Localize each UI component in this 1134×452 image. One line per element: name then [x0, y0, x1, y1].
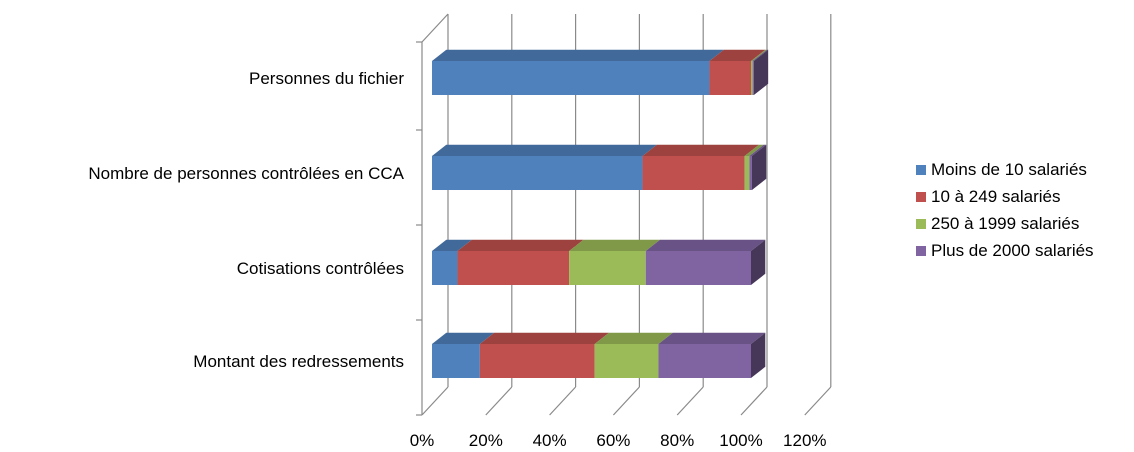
- bar-segment: [479, 344, 595, 378]
- category-label: Cotisations contrôlées: [237, 259, 404, 278]
- bar-segment: [432, 344, 480, 378]
- floor-gridline: [740, 386, 768, 416]
- category-label: Nombre de personnes contrôlées en CCA: [88, 164, 404, 183]
- bar-segment: [751, 61, 753, 95]
- legend-swatch: [916, 164, 926, 175]
- legend-swatch: [916, 218, 926, 229]
- bar-segment-top: [751, 49, 767, 61]
- floor-gridline: [804, 386, 832, 416]
- bar-segment-top: [749, 144, 767, 156]
- bar-segment: [658, 344, 751, 378]
- legend-label: Moins de 10 salariés: [931, 159, 1087, 179]
- bar-segment: [432, 251, 458, 285]
- bar-segment-top: [479, 332, 609, 344]
- category-labels: Personnes du fichier Nombre de personnes …: [88, 69, 404, 371]
- legend-item: 10 à 249 salariés: [916, 183, 1094, 210]
- bar-segment-top: [642, 144, 759, 156]
- legend-item: 250 à 1999 salariés: [916, 210, 1094, 237]
- x-tick-label: 120%: [783, 431, 826, 450]
- bar-segment-top: [594, 332, 673, 344]
- legend-label: 10 à 249 salariés: [931, 186, 1061, 206]
- legend-label: Plus de 2000 salariés: [931, 240, 1094, 260]
- bar-segment: [744, 156, 750, 190]
- x-tick-labels: 0% 20% 40% 60% 80% 100% 120%: [410, 431, 827, 450]
- x-tick-label: 40%: [533, 431, 567, 450]
- x-tick-label: 0%: [410, 431, 435, 450]
- category-label: Montant des redressements: [193, 352, 404, 371]
- bar-segment: [749, 156, 752, 190]
- bar-segment-top: [658, 332, 766, 344]
- bar-segment: [457, 251, 570, 285]
- x-tick-label: 20%: [469, 431, 503, 450]
- floor-gridline: [485, 386, 513, 416]
- bar-segment-top: [569, 239, 661, 251]
- bar-end-face: [751, 144, 767, 190]
- side-wall-top: [421, 13, 449, 43]
- floor-gridline: [549, 386, 577, 416]
- bar-segment-top: [709, 49, 766, 61]
- legend: Moins de 10 salariés 10 à 249 salariés 250…: [916, 156, 1094, 264]
- bars: [432, 49, 769, 378]
- bar-end-face: [751, 239, 766, 285]
- bar-segment: [569, 251, 646, 285]
- x-tick-label: 80%: [660, 431, 694, 450]
- x-tick-label: 60%: [596, 431, 630, 450]
- bar-end-face: [751, 332, 766, 378]
- bar-segment: [594, 344, 659, 378]
- category-label: Personnes du fichier: [249, 69, 404, 88]
- bar-segment-top: [645, 239, 766, 251]
- bar-segment: [709, 61, 751, 95]
- axes: [416, 13, 449, 416]
- floor-gridline: [612, 386, 640, 416]
- floor-gridline: [421, 386, 449, 416]
- floor-gridline: [676, 386, 704, 416]
- bar-segment-top: [432, 144, 657, 156]
- bar-segment-top: [432, 332, 495, 344]
- bar-segment: [432, 61, 710, 95]
- legend-item: Moins de 10 salariés: [916, 156, 1094, 183]
- bar-segment-top: [744, 144, 764, 156]
- bar-end-face: [753, 49, 769, 95]
- bar-segment-top: [457, 239, 584, 251]
- bar-segment-top: [432, 49, 724, 61]
- bar-segment: [752, 61, 754, 95]
- bar-segment-top: [432, 239, 472, 251]
- bar-segment: [432, 156, 643, 190]
- x-tick-label: 100%: [719, 431, 762, 450]
- bar-segment-top: [752, 49, 769, 61]
- legend-swatch: [916, 245, 926, 256]
- legend-item: Plus de 2000 salariés: [916, 237, 1094, 264]
- bar-segment: [645, 251, 751, 285]
- bar-segment: [642, 156, 745, 190]
- legend-swatch: [916, 191, 926, 202]
- legend-label: 250 à 1999 salariés: [931, 213, 1080, 233]
